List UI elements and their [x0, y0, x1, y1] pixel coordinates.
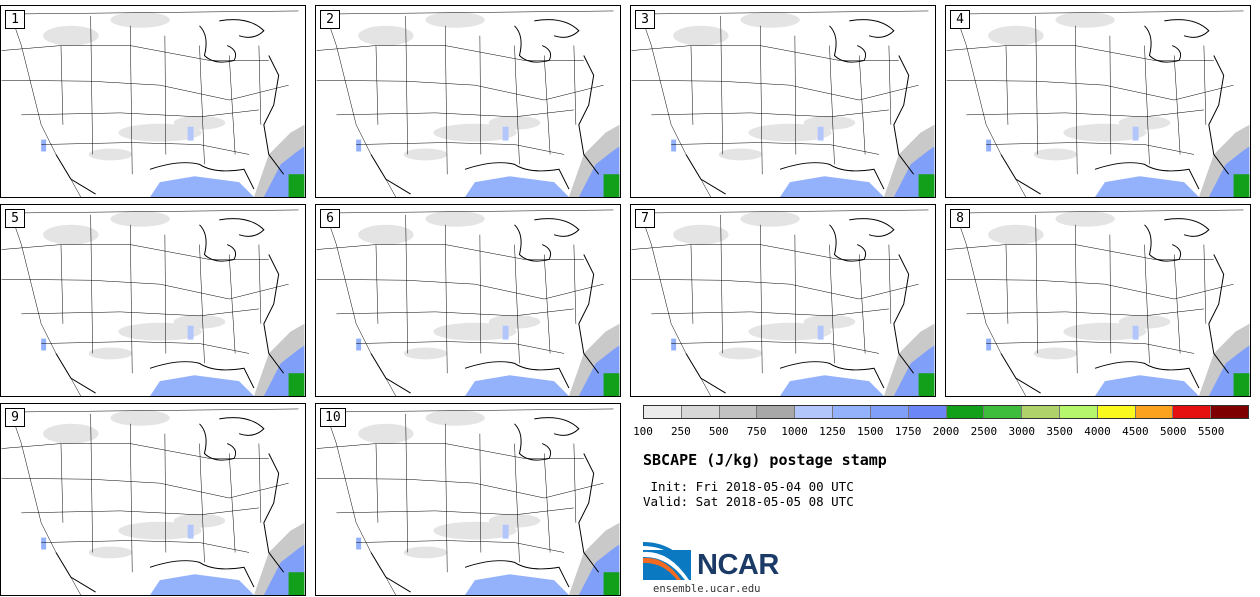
init-time: Init: Fri 2018-05-04 00 UTC: [643, 479, 854, 494]
member-number-label: 1: [5, 10, 25, 29]
conus-map: [631, 209, 935, 396]
colorbar-swatch: [984, 406, 1023, 418]
conus-map: [1, 10, 305, 197]
member-number-label: 7: [635, 209, 655, 228]
colorbar-tick-label: 4500: [1122, 425, 1149, 438]
colorbar-tick-label: 250: [670, 425, 691, 438]
colorbar-swatch: [1022, 406, 1060, 418]
map-panel-6: 6: [315, 204, 621, 397]
conus-map: [1, 408, 305, 595]
colorbar: [643, 405, 1249, 419]
map-panel-7: 7: [630, 204, 936, 397]
colorbar-tick-label: 500: [708, 425, 729, 438]
map-panel-2: 2: [315, 5, 621, 198]
conus-map: [1, 209, 305, 396]
colorbar-tick-label: 4000: [1084, 425, 1111, 438]
member-number-label: 9: [5, 408, 25, 427]
ncar-wordmark: NCAR: [697, 549, 779, 581]
conus-map: [946, 10, 1250, 197]
member-number-label: 8: [950, 209, 970, 228]
colorbar-swatch: [681, 406, 720, 418]
colorbar-tick-label: 2000: [932, 425, 960, 438]
colorbar-swatch: [870, 406, 909, 418]
map-panel-5: 5: [0, 204, 306, 397]
conus-map: [316, 10, 620, 197]
colorbar-tick-label: 5500: [1197, 425, 1225, 438]
colorbar-swatch: [833, 406, 871, 418]
colorbar-tick-label: 1750: [894, 425, 922, 438]
colorbar-swatch: [1135, 406, 1174, 418]
colorbar-swatch: [908, 406, 947, 418]
source-url: ensemble.ucar.edu: [653, 583, 761, 595]
conus-map: [946, 209, 1250, 396]
member-number-label: 10: [320, 408, 346, 427]
colorbar-swatch: [644, 406, 682, 418]
map-panel-4: 4: [945, 5, 1251, 198]
member-number-label: 2: [320, 10, 340, 29]
colorbar-tick-label: 100: [633, 425, 653, 438]
colorbar-swatch: [1211, 406, 1248, 418]
colorbar-tick-label: 3500: [1046, 425, 1073, 438]
map-panel-3: 3: [630, 5, 936, 198]
colorbar-swatch: [946, 406, 985, 418]
colorbar-swatch: [1173, 406, 1212, 418]
member-number-label: 5: [5, 209, 25, 228]
colorbar-tick-label: 1000: [781, 425, 808, 438]
member-number-label: 3: [635, 10, 655, 29]
colorbar-tick-label: 2500: [970, 425, 998, 438]
colorbar-tick-label: 3000: [1008, 425, 1036, 438]
colorbar-tick-label: 5000: [1160, 425, 1187, 438]
conus-map: [316, 209, 620, 396]
member-number-label: 6: [320, 209, 340, 228]
colorbar-swatch: [1097, 406, 1136, 418]
member-number-label: 4: [950, 10, 970, 29]
colorbar-tick-label: 1250: [819, 425, 846, 438]
colorbar-swatch: [719, 406, 758, 418]
map-panel-10: 10: [315, 403, 621, 596]
map-panel-9: 9: [0, 403, 306, 596]
colorbar-swatch: [795, 406, 834, 418]
conus-map: [631, 10, 935, 197]
map-panel-1: 1: [0, 5, 306, 198]
ncar-logo-icon: [643, 542, 691, 580]
conus-map: [316, 408, 620, 595]
figure-title: SBCAPE (J/kg) postage stamp: [643, 451, 887, 469]
colorbar-swatch: [1059, 406, 1098, 418]
map-panel-8: 8: [945, 204, 1251, 397]
colorbar-tick-label: 750: [746, 425, 767, 438]
colorbar-swatch: [757, 406, 796, 418]
colorbar-tick-label: 1500: [857, 425, 884, 438]
valid-time: Valid: Sat 2018-05-05 08 UTC: [643, 494, 854, 509]
